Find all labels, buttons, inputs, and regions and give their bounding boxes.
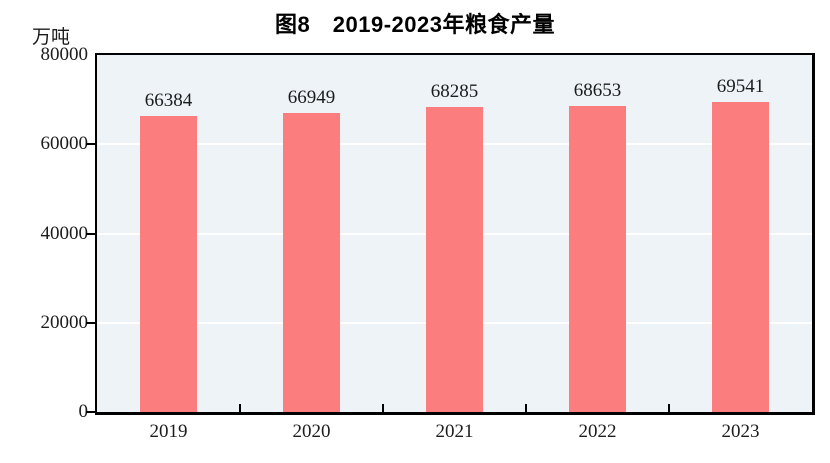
y-axis-label-40000: 40000: [40, 222, 89, 244]
bar-2019: [140, 115, 197, 412]
chart-title: 图8 2019-2023年粮食产量: [275, 12, 555, 37]
bar-2023: [712, 101, 769, 412]
bar-2021: [426, 107, 483, 412]
x-axis-tick: [668, 404, 670, 412]
bar-2022: [569, 105, 626, 412]
y-axis-label-0: 0: [78, 401, 89, 422]
y-axis-tick: [86, 321, 95, 324]
y-axis-tick: [86, 232, 95, 235]
y-axis-label-20000: 20000: [40, 311, 89, 333]
x-axis-label-2021: 2021: [435, 421, 474, 442]
plot-area: 66384 66949 68285 68653 69541: [95, 53, 815, 415]
bar-value-label-2021: 68285: [430, 81, 479, 103]
y-axis-tick: [86, 143, 95, 146]
y-axis-label-80000: 80000: [40, 44, 89, 65]
x-axis-label-2023: 2023: [721, 421, 760, 442]
x-axis-tick: [239, 404, 241, 412]
x-axis-label-2020: 2020: [292, 421, 331, 442]
x-axis-tick: [382, 404, 384, 412]
y-axis-tick: [86, 411, 95, 413]
bar-value-label-2020: 66949: [287, 87, 336, 109]
x-axis-tick: [525, 404, 527, 412]
y-axis-label-60000: 60000: [40, 133, 89, 155]
x-axis-label-2022: 2022: [578, 421, 617, 442]
y-axis-unit-label: 万吨: [32, 27, 71, 48]
bar-2020: [283, 113, 340, 412]
bar-value-label-2019: 66384: [144, 89, 193, 111]
bar-value-label-2022: 68653: [573, 79, 622, 101]
x-axis-label-2019: 2019: [149, 421, 188, 442]
bar-value-label-2023: 69541: [716, 75, 765, 97]
